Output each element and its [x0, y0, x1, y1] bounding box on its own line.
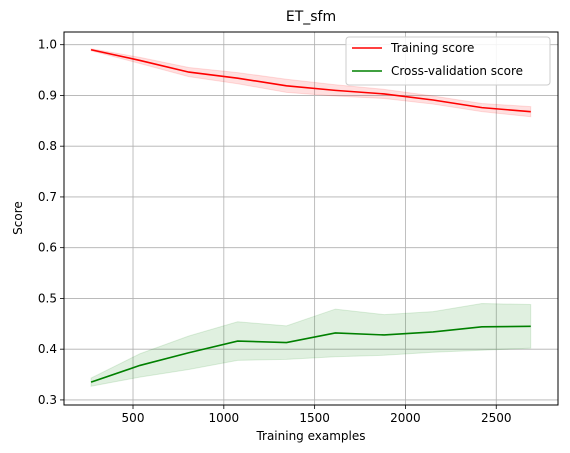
y-axis-ticks: 0.3 0.4 0.5 0.6 0.7 0.8 0.9 1.0: [38, 38, 64, 407]
y-tick-label: 0.9: [38, 88, 57, 102]
confidence-band-1: [90, 303, 532, 387]
confidence-bands: [90, 48, 532, 387]
x-axis-ticks: 500 1000 1500 2000 2500: [122, 405, 512, 425]
legend-box: [345, 36, 551, 86]
y-tick-label: 0.3: [38, 393, 57, 407]
grid: [64, 32, 558, 405]
x-tick-label: 2000: [390, 411, 421, 425]
legend-label: Training score: [390, 41, 474, 55]
series-lines: [90, 48, 531, 383]
y-tick-label: 0.5: [38, 291, 57, 305]
y-tick-label: 0.6: [38, 241, 57, 255]
y-tick-label: 0.4: [38, 342, 57, 356]
series-line-0: [90, 48, 531, 113]
chart-title: ET_sfm: [286, 9, 336, 25]
legend: Training score Cross-validation score: [345, 36, 551, 86]
y-axis-label: Score: [11, 201, 25, 235]
x-axis-label: Training examples: [255, 429, 365, 443]
legend-label: Cross-validation score: [391, 64, 523, 78]
x-tick-label: 2500: [481, 411, 512, 425]
y-tick-label: 1.0: [38, 38, 57, 52]
x-tick-label: 1000: [209, 411, 240, 425]
y-tick-label: 0.7: [38, 190, 57, 204]
series-line-1: [90, 325, 531, 383]
y-tick-label: 0.8: [38, 139, 57, 153]
x-tick-label: 1500: [299, 411, 330, 425]
plot-frame: [63, 31, 559, 406]
x-tick-label: 500: [122, 411, 145, 425]
confidence-band-0: [90, 48, 532, 118]
